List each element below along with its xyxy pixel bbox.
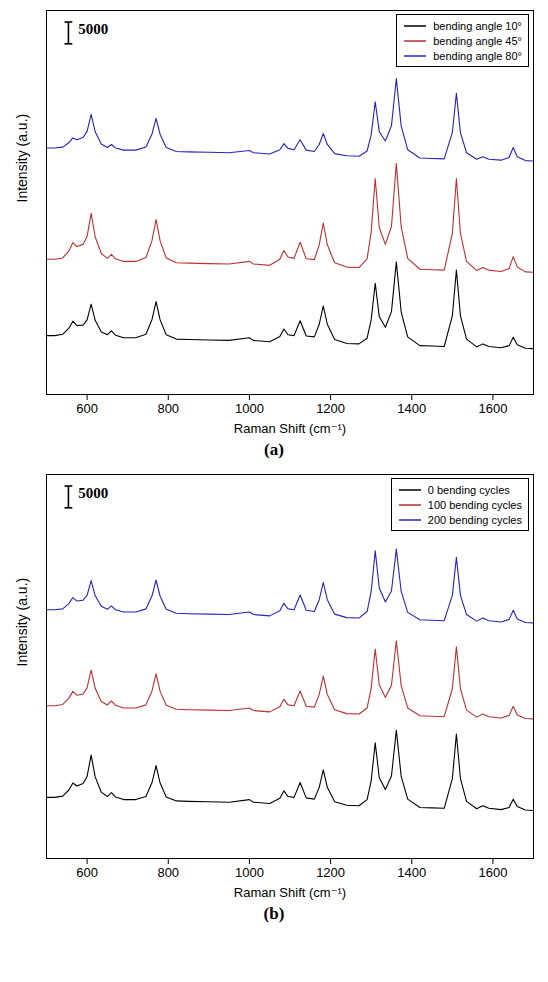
svg-text:Intensity (a.u.): Intensity (a.u.) — [14, 578, 30, 667]
svg-text:1400: 1400 — [397, 865, 426, 880]
svg-text:1400: 1400 — [397, 401, 426, 416]
html-text:200 bending cycles: 200 bending cycles — [427, 513, 522, 526]
html-text:bending angle 80°: bending angle 80° — [433, 49, 522, 62]
svg-text:600: 600 — [76, 865, 98, 880]
html-text:0 bending cycles: 0 bending cycles — [427, 483, 510, 496]
svg-text:1200: 1200 — [316, 401, 345, 416]
html-text:bending angle 10°: bending angle 10° — [433, 19, 522, 32]
svg-text:Raman Shift (cm⁻¹): Raman Shift (cm⁻¹) — [234, 421, 346, 436]
html-text:(b): (b) — [263, 904, 285, 923]
html-text:100 bending cycles: 100 bending cycles — [427, 498, 522, 511]
svg-text:5000: 5000 — [78, 485, 108, 501]
html-text:bending angle 45°: bending angle 45° — [433, 34, 522, 47]
svg-text:1000: 1000 — [235, 401, 264, 416]
svg-text:Raman Shift (cm⁻¹): Raman Shift (cm⁻¹) — [234, 885, 346, 900]
svg-text:Intensity (a.u.): Intensity (a.u.) — [14, 114, 30, 203]
svg-text:800: 800 — [157, 865, 179, 880]
html-text:(a): (a) — [264, 440, 284, 459]
svg-text:1600: 1600 — [478, 401, 507, 416]
svg-text:5000: 5000 — [78, 21, 108, 37]
svg-text:1200: 1200 — [316, 865, 345, 880]
svg-text:1000: 1000 — [235, 865, 264, 880]
svg-text:1600: 1600 — [478, 865, 507, 880]
svg-text:800: 800 — [157, 401, 179, 416]
svg-text:600: 600 — [76, 401, 98, 416]
